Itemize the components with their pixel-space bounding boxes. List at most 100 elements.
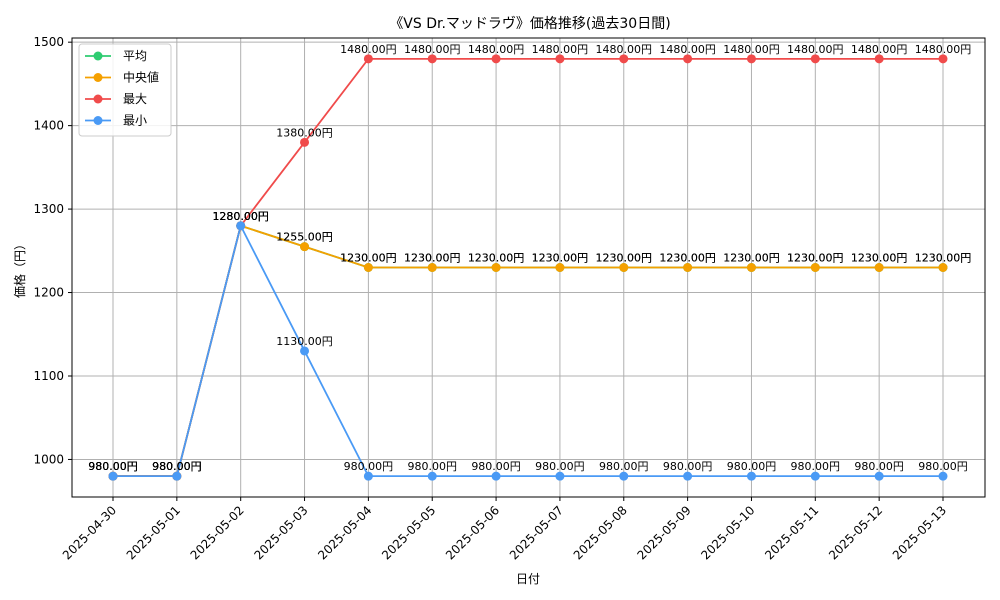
- data-label: 1130.00円: [276, 335, 333, 348]
- data-label: 1480.00円: [532, 43, 589, 56]
- data-label: 1480.00円: [915, 43, 972, 56]
- data-label: 1255.00円: [276, 231, 333, 244]
- data-point: [938, 54, 948, 64]
- data-point: [363, 54, 373, 64]
- series-line-最小: [113, 223, 943, 478]
- data-point: [619, 471, 629, 481]
- data-point: [938, 263, 948, 272]
- data-label: 980.00円: [88, 460, 138, 473]
- data-label: 980.00円: [918, 460, 968, 473]
- data-label: 980.00円: [152, 460, 202, 473]
- data-label: 1380.00円: [276, 126, 333, 139]
- data-point: [874, 263, 884, 272]
- data-point: [746, 471, 756, 481]
- data-point: [810, 263, 820, 272]
- chart-title: 《VS Dr.マッドラヴ》価格推移(過去30日間): [389, 15, 670, 32]
- data-label: 1230.00円: [915, 252, 972, 265]
- y-tick-label: 1200: [33, 286, 64, 300]
- data-label: 1230.00円: [659, 252, 716, 265]
- x-tick-label: 2025-05-01: [124, 503, 183, 562]
- x-tick-label: 2025-05-07: [507, 503, 566, 562]
- data-point: [746, 54, 756, 64]
- data-label: 1230.00円: [723, 252, 780, 265]
- data-label: 1230.00円: [596, 252, 653, 265]
- data-point: [491, 471, 501, 481]
- y-tick-label: 1300: [33, 202, 64, 216]
- y-tick-label: 1400: [33, 119, 64, 133]
- data-point: [683, 471, 693, 481]
- data-point: [746, 263, 756, 272]
- data-label: 980.00円: [727, 460, 777, 473]
- data-label: 1280.00円: [212, 210, 269, 223]
- legend-label: 最大: [123, 92, 147, 106]
- data-label: 1230.00円: [468, 252, 525, 265]
- data-point: [108, 471, 118, 481]
- data-label: 980.00円: [791, 460, 841, 473]
- x-tick-label: 2025-05-05: [379, 503, 438, 562]
- data-label: 1230.00円: [532, 252, 589, 265]
- data-label: 1230.00円: [596, 252, 653, 265]
- data-point: [555, 471, 565, 481]
- data-label: 1230.00円: [851, 252, 908, 265]
- data-label: 1230.00円: [404, 252, 461, 265]
- legend-label: 最小: [123, 114, 147, 128]
- data-label: 1230.00円: [532, 252, 589, 265]
- y-axis: 1000 1100 1200 1300 1400 1500: [33, 35, 72, 466]
- data-point: [427, 263, 437, 272]
- data-point: [300, 137, 310, 147]
- data-point: [874, 54, 884, 64]
- x-axis-label: 日付: [516, 572, 540, 586]
- series-layer: [108, 54, 948, 481]
- data-label: 1230.00円: [468, 252, 525, 265]
- legend-marker: [93, 73, 103, 82]
- data-point: [619, 263, 629, 272]
- legend-marker: [93, 116, 103, 125]
- data-labels: 980.00円 980.00円 1280.00円 1255.00円 1230.00円 12…: [88, 43, 971, 473]
- data-label: 980.00円: [88, 460, 138, 473]
- data-label: 980.00円: [152, 460, 202, 473]
- x-tick-label: 2025-05-12: [826, 503, 885, 562]
- data-point: [236, 221, 246, 231]
- data-label: 980.00円: [344, 460, 394, 473]
- data-point: [491, 263, 501, 272]
- data-label: 980.00円: [535, 460, 585, 473]
- data-label: 1280.00円: [212, 210, 269, 223]
- data-point: [427, 54, 437, 64]
- data-label: 980.00円: [407, 460, 457, 473]
- x-tick-label: 2025-05-11: [762, 503, 821, 562]
- data-label: 980.00円: [599, 460, 649, 473]
- y-axis-label: 価格（円）: [12, 238, 27, 298]
- legend-label: 中央値: [123, 70, 159, 85]
- x-tick-label: 2025-05-13: [890, 503, 949, 562]
- data-point: [300, 346, 310, 356]
- data-label: 1480.00円: [851, 43, 908, 56]
- data-point: [172, 471, 182, 481]
- legend-marker: [93, 94, 103, 104]
- data-point: [300, 242, 310, 252]
- data-label: 1230.00円: [787, 252, 844, 265]
- data-point: [427, 471, 437, 481]
- data-label: 1480.00円: [468, 43, 525, 56]
- y-tick-label: 1000: [33, 452, 64, 466]
- data-label: 1480.00円: [659, 43, 716, 56]
- data-point: [555, 54, 565, 64]
- x-tick-label: 2025-05-03: [251, 503, 310, 562]
- y-tick-label: 1500: [33, 35, 64, 49]
- data-label: 1230.00円: [404, 252, 461, 265]
- series-line-中央値: [113, 224, 943, 478]
- data-label: 1230.00円: [915, 252, 972, 265]
- data-label: 1230.00円: [851, 252, 908, 265]
- series-line-最大: [113, 57, 943, 478]
- data-label: 1480.00円: [404, 43, 461, 56]
- data-point: [491, 54, 501, 64]
- data-label: 1480.00円: [723, 43, 780, 56]
- data-point: [555, 263, 565, 272]
- data-point: [363, 263, 373, 272]
- data-point: [810, 471, 820, 481]
- data-label: 980.00円: [663, 460, 713, 473]
- data-label: 1230.00円: [723, 252, 780, 265]
- x-tick-label: 2025-05-10: [698, 503, 757, 562]
- legend-marker: [93, 51, 103, 61]
- x-tick-label: 2025-05-08: [571, 503, 630, 562]
